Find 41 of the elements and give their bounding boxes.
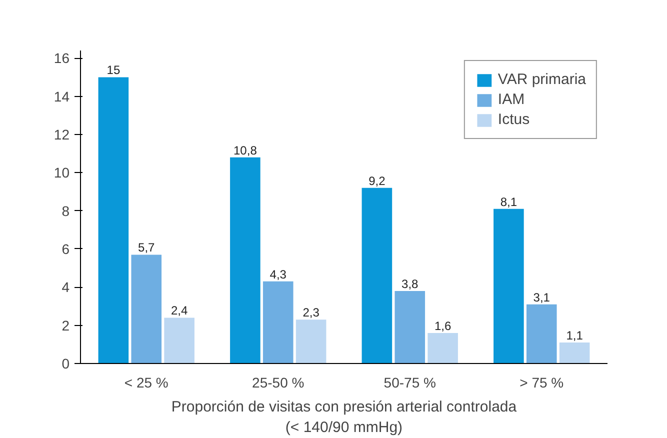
legend-label: IAM bbox=[498, 91, 525, 108]
data-label: 3,1 bbox=[533, 290, 550, 304]
bar bbox=[494, 208, 524, 364]
y-tick-label: 6 bbox=[62, 240, 70, 257]
x-tick-label: 50-75 % bbox=[384, 374, 436, 390]
y-tick-label: 10 bbox=[54, 164, 70, 181]
x-tick-label: > 75 % bbox=[520, 374, 564, 390]
data-label: 3,8 bbox=[402, 276, 419, 291]
bar bbox=[98, 77, 129, 364]
x-tick-label: < 25 % bbox=[124, 374, 168, 390]
data-label: 4,3 bbox=[270, 267, 287, 282]
bar bbox=[262, 281, 294, 364]
bar bbox=[428, 332, 458, 364]
bar bbox=[230, 157, 260, 364]
y-tick-label: 16 bbox=[54, 50, 70, 66]
bar bbox=[559, 342, 590, 364]
legend-label: VAR primaria bbox=[498, 71, 586, 88]
data-label: 2,4 bbox=[170, 304, 188, 318]
bar bbox=[394, 290, 426, 364]
y-tick-label: 2 bbox=[62, 317, 70, 334]
legend-label: Ictus bbox=[498, 111, 530, 128]
data-label: 5,7 bbox=[138, 240, 156, 255]
y-tick-label: 14 bbox=[54, 88, 70, 104]
y-tick-label: 8 bbox=[62, 202, 70, 219]
y-tick-label: 0 bbox=[62, 356, 70, 372]
data-label: 8,1 bbox=[500, 194, 518, 209]
data-label: 2,3 bbox=[302, 306, 320, 320]
x-tick-label: 25-50 % bbox=[252, 374, 304, 390]
data-label: 9,2 bbox=[368, 174, 386, 188]
x-axis-title: Proporción de visitas con presión arterial controlada (< 140/90 mmHg) bbox=[171, 398, 518, 436]
data-label: 15 bbox=[106, 63, 120, 78]
y-tick-label: 4 bbox=[62, 279, 70, 296]
bar bbox=[296, 320, 326, 364]
data-label: 1,1 bbox=[566, 328, 584, 343]
bar bbox=[131, 254, 162, 364]
y-tick-label: 12 bbox=[54, 126, 70, 142]
data-label: 1,6 bbox=[434, 318, 452, 333]
bar bbox=[362, 188, 392, 364]
bar bbox=[164, 318, 194, 364]
data-label: 10,8 bbox=[234, 143, 258, 158]
bar bbox=[526, 304, 557, 364]
